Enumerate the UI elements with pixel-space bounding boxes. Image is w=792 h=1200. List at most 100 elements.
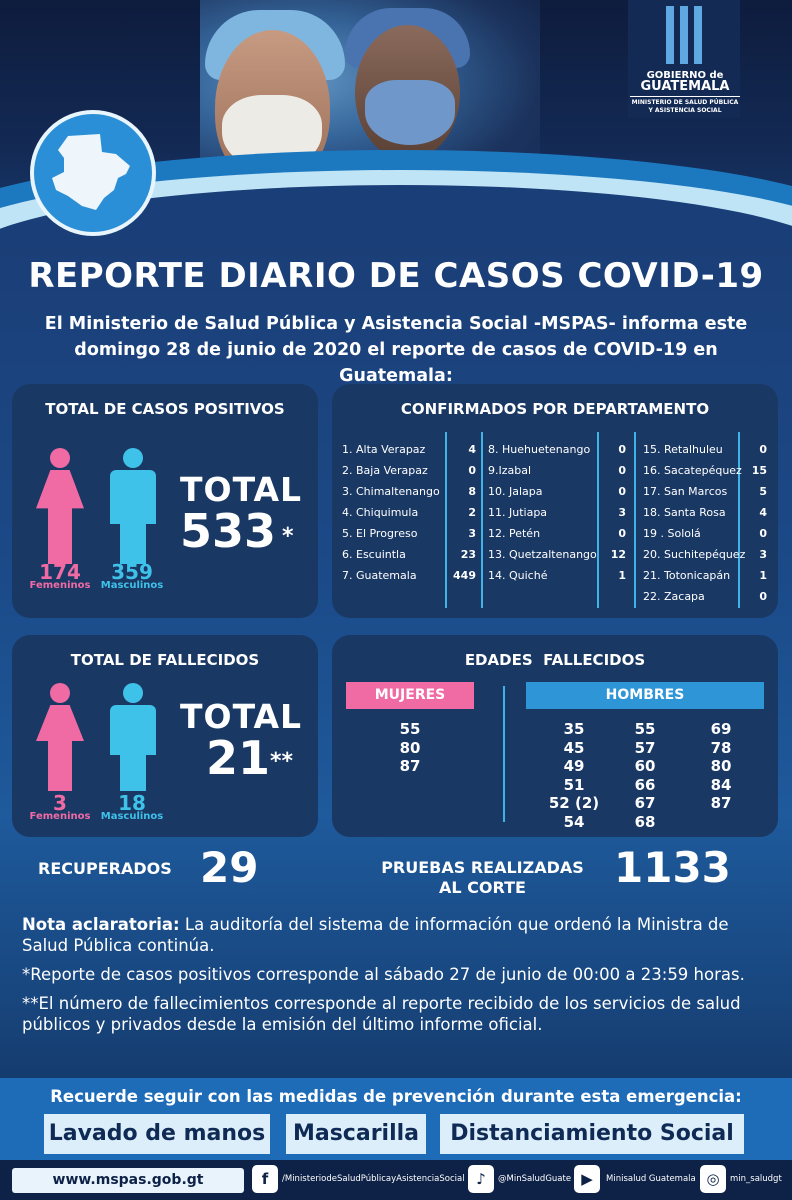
age-value: 55: [399, 720, 421, 738]
government-logo: GOBIERNO de GUATEMALA MINISTERIO DE SALU…: [628, 0, 740, 118]
age-value: 51: [563, 775, 585, 794]
age-value: 68: [634, 812, 656, 831]
recovered-count: 29: [200, 843, 259, 892]
departments-heading: CONFIRMADOS POR DEPARTAMENTO: [400, 400, 710, 418]
dept-row: 6. Escuintla 23: [342, 545, 476, 566]
dept-value: 3: [618, 506, 626, 519]
facebook-handle[interactable]: /MinisteriodeSaludPúblicayAsistenciaSoci…: [282, 1174, 465, 1184]
age-value: 78: [710, 738, 732, 757]
female-deaths-count: 3: [53, 791, 67, 815]
logo-title: GOBIERNO de GUATEMALA: [630, 70, 740, 93]
dept-divider: [481, 432, 483, 608]
age-value: 35: [563, 720, 585, 738]
dept-value: 449: [453, 569, 476, 582]
prevention-reminder: Recuerde seguir con las medidas de preve…: [50, 1087, 742, 1106]
ages-divider: [503, 686, 505, 822]
age-value: 54: [563, 812, 585, 831]
dept-value: 4: [468, 443, 476, 456]
dept-name: 22. Zacapa: [643, 590, 705, 603]
dept-value: 0: [468, 464, 476, 477]
dept-row: 20. Suchitepéquez 3: [643, 545, 767, 566]
dept-row: 12. Petén 0: [488, 524, 626, 545]
dept-value: 0: [618, 527, 626, 540]
face-mask-shape-2: [365, 80, 455, 145]
dept-name: 11. Jutiapa: [488, 506, 548, 519]
dept-name: 15. Retalhuleu: [643, 443, 723, 456]
female-label: Femeninos: [29, 580, 91, 591]
male-label: Masculinos: [100, 811, 164, 822]
dept-row: 7. Guatemala 449: [342, 566, 476, 587]
men-ages-col2: 55 57 60 66 67 68: [620, 720, 670, 831]
dept-name: 4. Chiquimula: [342, 506, 419, 519]
dept-value: 0: [618, 464, 626, 477]
website-link[interactable]: www.mspas.gob.gt: [12, 1168, 244, 1193]
guatemala-map-icon: [30, 110, 156, 236]
measure-mask: Mascarilla: [286, 1114, 426, 1154]
dept-row: 11. Jutiapa 3: [488, 503, 626, 524]
note-label: Nota aclaratoria:: [22, 915, 180, 934]
dept-value: 0: [759, 590, 767, 603]
tests-label: PRUEBAS REALIZADAS AL CORTE: [370, 858, 595, 898]
dept-value: 15: [751, 464, 767, 477]
facebook-icon[interactable]: f: [252, 1165, 278, 1193]
clarifying-note: Nota aclaratoria: La auditoría del siste…: [22, 914, 778, 956]
dept-name: 8. Huehuetenango: [488, 443, 591, 456]
dept-value: 1: [759, 569, 767, 582]
dept-value: 0: [759, 443, 767, 456]
youtube-handle[interactable]: Minisalud Guatemala: [606, 1174, 696, 1184]
logo-subtitle: MINISTERIO DE SALUD PÚBLICA Y ASISTENCIA…: [630, 96, 740, 115]
dept-row: 18. Santa Rosa 4: [643, 503, 767, 524]
deaths-footnote: **El número de fallecimientos correspond…: [22, 994, 741, 1034]
youtube-icon[interactable]: ▶: [574, 1165, 600, 1193]
men-ages-col1: 35 45 49 51 52 (2) 54: [534, 720, 614, 831]
government-logo-icon: [666, 6, 702, 68]
dept-name: 9.Izabal: [488, 464, 532, 477]
age-value: 87: [710, 794, 732, 812]
dept-name: 7. Guatemala: [342, 569, 417, 582]
death-ages-panel: EDADES FALLECIDOS: [332, 635, 778, 837]
dept-row: 4. Chiquimula 2: [342, 503, 476, 524]
dept-row: 10. Jalapa 0: [488, 482, 626, 503]
age-value: 80: [710, 757, 732, 775]
positive-total: 533: [180, 504, 277, 558]
dept-name: 13. Quetzaltenango: [488, 548, 597, 561]
dept-row: 16. Sacatepéquez 15: [643, 461, 767, 482]
age-value: 66: [634, 775, 656, 794]
dept-name: 16. Sacatepéquez: [643, 464, 742, 477]
dept-value: 4: [759, 506, 767, 519]
dept-row: 22. Zacapa 0: [643, 587, 767, 608]
notes-section: Nota aclaratoria: La auditoría del siste…: [22, 914, 778, 1043]
measure-social-distancing: Distanciamiento Social: [440, 1114, 744, 1154]
dept-row: 17. San Marcos 5: [643, 482, 767, 503]
age-value: 45: [563, 738, 585, 757]
instagram-icon[interactable]: ◎: [700, 1165, 726, 1193]
twitter-icon[interactable]: ♪: [468, 1165, 494, 1193]
positive-cases-footnote: *Reporte de casos positivos corresponde …: [22, 965, 745, 984]
dept-value: 0: [618, 443, 626, 456]
dept-divider: [738, 432, 740, 608]
dept-row: 21. Totonicapán 1: [643, 566, 767, 587]
dept-name: 17. San Marcos: [643, 485, 728, 498]
dept-name: 5. El Progreso: [342, 527, 418, 540]
positive-cases-panel: TOTAL DE CASOS POSITIVOS 174 Femeninos 3…: [12, 384, 318, 618]
dept-row: 3. Chimaltenango 8: [342, 482, 476, 503]
deaths-total-footnote-mark: **: [270, 749, 294, 774]
dept-row: 5. El Progreso 3: [342, 524, 476, 545]
dept-column-3: 15. Retalhuleu 0 16. Sacatepéquez 15 17. S…: [643, 440, 767, 608]
deaths-heading: TOTAL DE FALLECIDOS: [70, 651, 260, 669]
dept-name: 20. Suchitepéquez: [643, 548, 746, 561]
dept-column-1: 1. Alta Verapaz 4 2. Baja Verapaz 0 3. Chi…: [342, 440, 476, 587]
positive-cases-heading: TOTAL DE CASOS POSITIVOS: [45, 400, 285, 418]
tests-label-line1: PRUEBAS REALIZADAS: [381, 858, 584, 877]
dept-row: 14. Quiché 1: [488, 566, 626, 587]
deaths-panel: TOTAL DE FALLECIDOS 3 Femeninos 18 Mascu…: [12, 635, 318, 837]
note-text: La auditoría del sistema de información …: [22, 915, 729, 955]
age-value: 60: [634, 757, 656, 775]
male-label: Masculinos: [100, 580, 164, 591]
dept-name: 3. Chimaltenango: [342, 485, 440, 498]
age-value: 69: [710, 720, 732, 738]
women-label: MUJERES: [346, 682, 474, 709]
instagram-handle[interactable]: min_saludgt: [730, 1174, 782, 1184]
twitter-handle[interactable]: @MinSaludGuate: [498, 1174, 572, 1184]
